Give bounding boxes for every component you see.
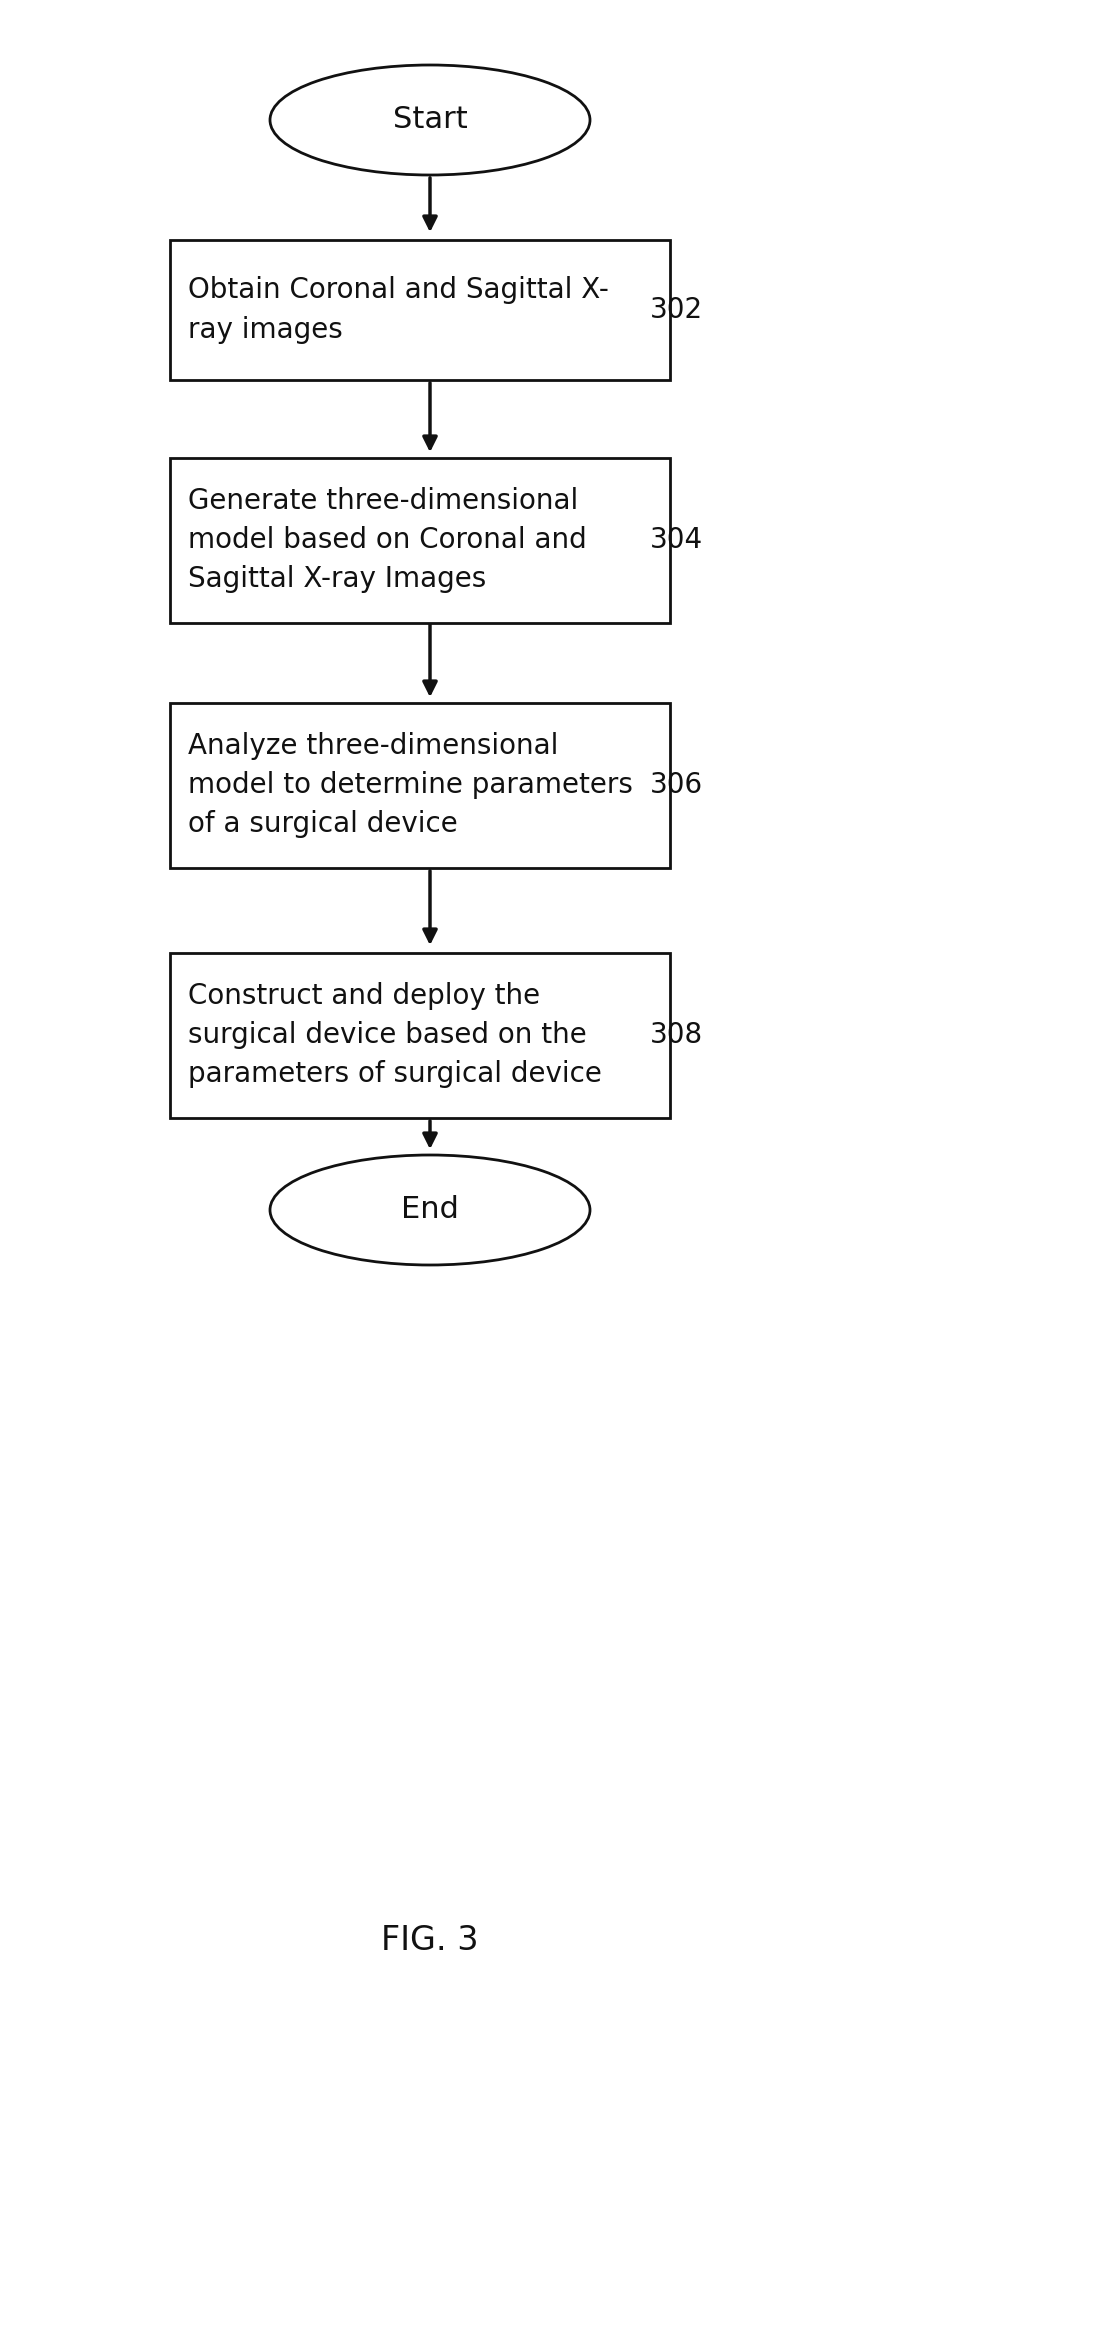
Text: 302: 302 [650, 296, 703, 324]
Text: 306: 306 [650, 771, 703, 799]
Text: Construct and deploy the
surgical device based on the
parameters of surgical dev: Construct and deploy the surgical device… [188, 981, 602, 1088]
Bar [170, 240, 670, 380]
Text: 304: 304 [650, 527, 703, 555]
Text: Obtain Coronal and Sagittal X-
ray images: Obtain Coronal and Sagittal X- ray image… [188, 277, 609, 343]
Bar [170, 704, 670, 867]
Ellipse shape [270, 65, 590, 175]
Text: Start: Start [393, 105, 467, 135]
Text: Generate three-dimensional
model based on Coronal and
Sagittal X-ray Images: Generate three-dimensional model based o… [188, 487, 587, 594]
Bar [170, 953, 670, 1118]
Text: Analyze three-dimensional
model to determine parameters
of a surgical device: Analyze three-dimensional model to deter… [188, 732, 633, 839]
Ellipse shape [270, 1156, 590, 1265]
Text: End: End [401, 1195, 459, 1226]
Text: 308: 308 [650, 1021, 703, 1048]
Text: FIG. 3: FIG. 3 [381, 1925, 478, 1957]
Bar [170, 457, 670, 622]
